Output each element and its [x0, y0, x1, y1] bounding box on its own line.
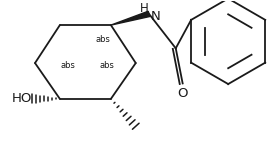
Text: abs: abs: [99, 61, 114, 70]
Text: abs: abs: [95, 35, 110, 44]
Polygon shape: [111, 11, 150, 25]
Text: N: N: [151, 10, 161, 23]
Text: HO: HO: [12, 92, 32, 105]
Text: abs: abs: [61, 61, 76, 70]
Text: H: H: [140, 2, 148, 15]
Text: O: O: [177, 87, 188, 100]
